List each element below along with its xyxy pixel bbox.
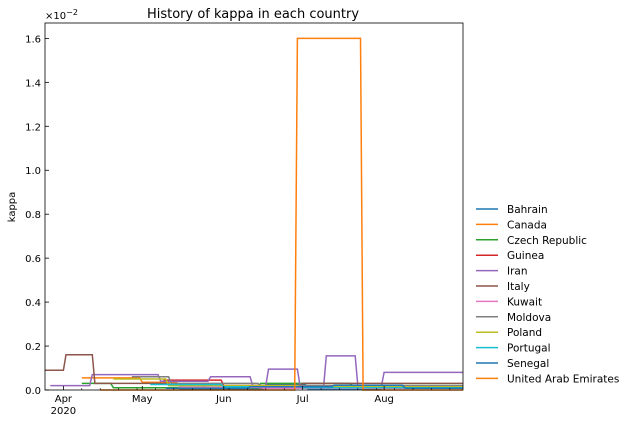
legend-label-6: Kuwait bbox=[507, 296, 542, 308]
legend-label-4: Iran bbox=[507, 266, 528, 278]
y-axis-multiplier-base: ×10 bbox=[45, 11, 66, 22]
chart-title: History of kappa in each country bbox=[147, 7, 359, 22]
legend: Bahrain Canada Czech Republic Guinea Iran Ita… bbox=[476, 204, 619, 385]
y-axis: 0.0 0.2 0.4 0.6 0.8 1.0 1.2 1.4 1.6 bbox=[25, 34, 49, 397]
legend-label-0: Bahrain bbox=[507, 204, 548, 216]
y-tick-label-3: 0.6 bbox=[25, 254, 41, 265]
y-tick-label-6: 1.2 bbox=[25, 122, 41, 133]
legend-label-3: Guinea bbox=[507, 250, 544, 262]
x-tick-sublabel-0: 2020 bbox=[51, 406, 76, 417]
y-axis-multiplier: ×10−2 bbox=[45, 8, 78, 22]
y-axis-label: kappa bbox=[7, 192, 18, 223]
series-line-5 bbox=[45, 354, 463, 387]
y-tick-label-8: 1.6 bbox=[25, 34, 41, 45]
legend-label-11: United Arab Emirates bbox=[507, 373, 619, 385]
series-line-10 bbox=[165, 384, 463, 389]
legend-label-7: Moldova bbox=[507, 312, 551, 324]
y-tick-label-7: 1.4 bbox=[25, 78, 41, 89]
x-tick-label-4: Aug bbox=[374, 394, 394, 405]
legend-label-8: Poland bbox=[507, 327, 542, 339]
legend-label-2: Czech Republic bbox=[507, 235, 587, 247]
legend-label-5: Italy bbox=[507, 281, 530, 293]
x-tick-label-1: May bbox=[132, 394, 153, 405]
plot-area bbox=[44, 22, 464, 391]
legend-label-10: Senegal bbox=[507, 358, 549, 370]
series-line-4 bbox=[50, 355, 463, 387]
x-tick-label-2: Jun bbox=[215, 394, 232, 405]
legend-label-1: Canada bbox=[507, 219, 547, 231]
y-axis-multiplier-exponent: −2 bbox=[66, 8, 78, 17]
y-tick-label-1: 0.2 bbox=[25, 342, 41, 353]
y-tick-label-2: 0.4 bbox=[25, 298, 41, 309]
y-tick-label-0: 0.0 bbox=[25, 386, 41, 397]
y-tick-label-5: 1.0 bbox=[25, 166, 41, 177]
legend-label-9: Portugal bbox=[507, 343, 551, 355]
x-tick-label-3: Jul bbox=[296, 394, 309, 405]
x-tick-label-0: Apr bbox=[55, 394, 73, 405]
y-tick-label-4: 0.8 bbox=[25, 210, 41, 221]
